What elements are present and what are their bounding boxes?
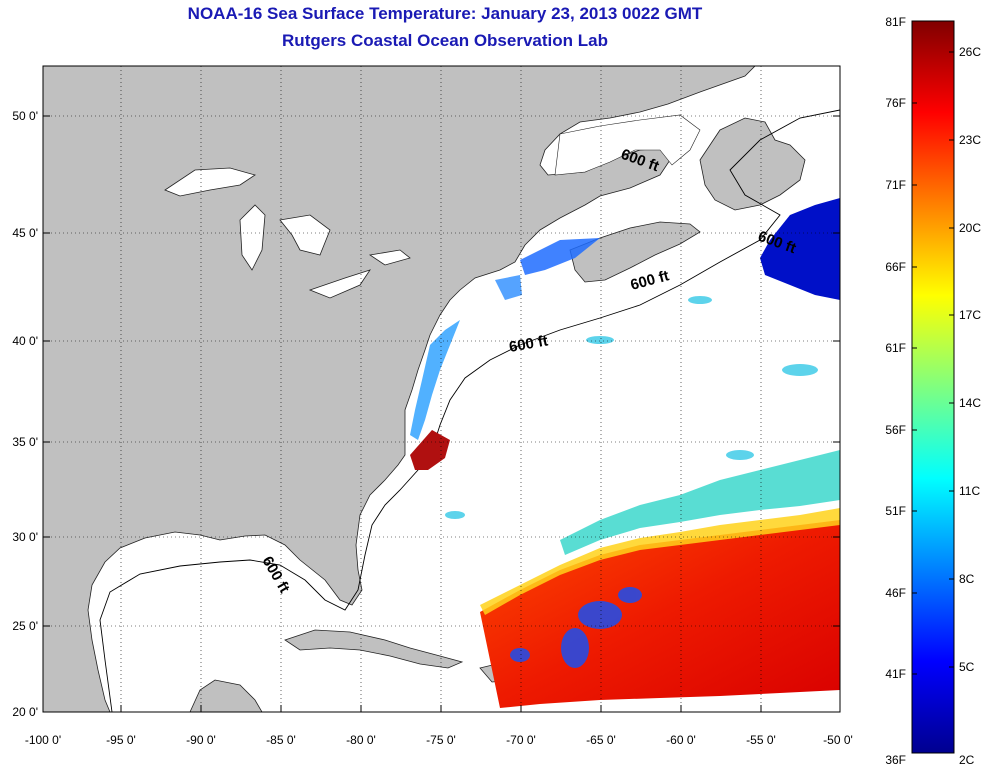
lon-tick-label: -80 0' [346,733,376,747]
lat-tick-label: 45 0' [12,226,38,240]
lon-tick-label: -85 0' [266,733,296,747]
great-lakes [164,167,411,299]
labrador-current-cold [760,198,840,300]
longitude-axis: -100 0' -95 0' -90 0' -85 0' -80 0' -75 … [25,705,853,747]
lon-tick-label: -70 0' [506,733,536,747]
colorbar-f-label: 61F [885,341,906,355]
colorbar-c-label: 8C [959,572,975,586]
gulf-stream-hatteras [410,430,450,470]
colorbar-f-label: 56F [885,423,906,437]
lat-tick-label: 30 0' [12,530,38,544]
colorbar-c-label: 5C [959,660,975,674]
sst-frontal-band [480,508,840,615]
map-subtitle: Rutgers Coastal Ocean Observation Lab [282,31,608,50]
lon-tick-label: -90 0' [186,733,216,747]
lat-tick-label: 50 0' [12,109,38,123]
lon-tick-label: -55 0' [746,733,776,747]
colorbar-f-label: 66F [885,260,906,274]
colorbar-gradient [911,20,955,754]
sst-scatter [445,296,818,519]
colorbar-f-label: 51F [885,504,906,518]
sst-cool-front [560,450,840,555]
temperature-colorbar: 81F 76F 71F 66F 61F 56F 51F 46F 41F 36F … [885,15,981,767]
lon-tick-label: -95 0' [106,733,136,747]
colorbar-c-label: 2C [959,753,975,767]
gulf-of-maine-cold [495,275,522,300]
colorbar-c-label: 14C [959,396,981,410]
colorbar-c-label: 11C [959,484,980,498]
contour-label-hatteras: 600 ft [508,332,550,356]
newfoundland-land [699,117,806,211]
lon-tick-label: -50 0' [823,733,853,747]
yucatan-land [189,679,263,712]
lon-tick-label: -75 0' [426,733,456,747]
colorbar-f-label: 36F [885,753,906,767]
lat-tick-label: 25 0' [12,619,38,633]
nova-scotia-land [569,221,701,283]
cuba-land [284,629,464,669]
mid-atlantic-shelf-water [410,320,460,440]
colorbar-c-label: 23C [959,133,981,147]
lon-tick-label: -100 0' [25,733,61,747]
colorbar-f-label: 76F [885,96,906,110]
colorbar-c-label: 26C [959,45,981,59]
north-america-land [43,66,756,712]
map-title: NOAA-16 Sea Surface Temperature: January… [187,4,703,23]
colorbar-f-label: 41F [885,667,906,681]
sst-cold-eddies [510,587,642,668]
lat-tick-label: 40 0' [12,334,38,348]
colorbar-f-label: 81F [885,15,906,29]
colorbar-f-label: 71F [885,178,906,192]
latitude-axis: 20 0' 25 0' 30 0' 35 0' 40 0' 45 0' 50 0… [12,109,840,719]
graticule [43,66,840,712]
colorbar-c-label: 17C [959,308,981,322]
lon-tick-label: -60 0' [666,733,696,747]
lat-tick-label: 20 0' [12,705,38,719]
cold-coastal-water [520,238,600,275]
st-lawrence-gulf [554,114,701,176]
lon-tick-label: -65 0' [586,733,616,747]
lat-tick-label: 35 0' [12,435,38,449]
colorbar-c-label: 20C [959,221,981,235]
colorbar-f-label: 46F [885,586,906,600]
